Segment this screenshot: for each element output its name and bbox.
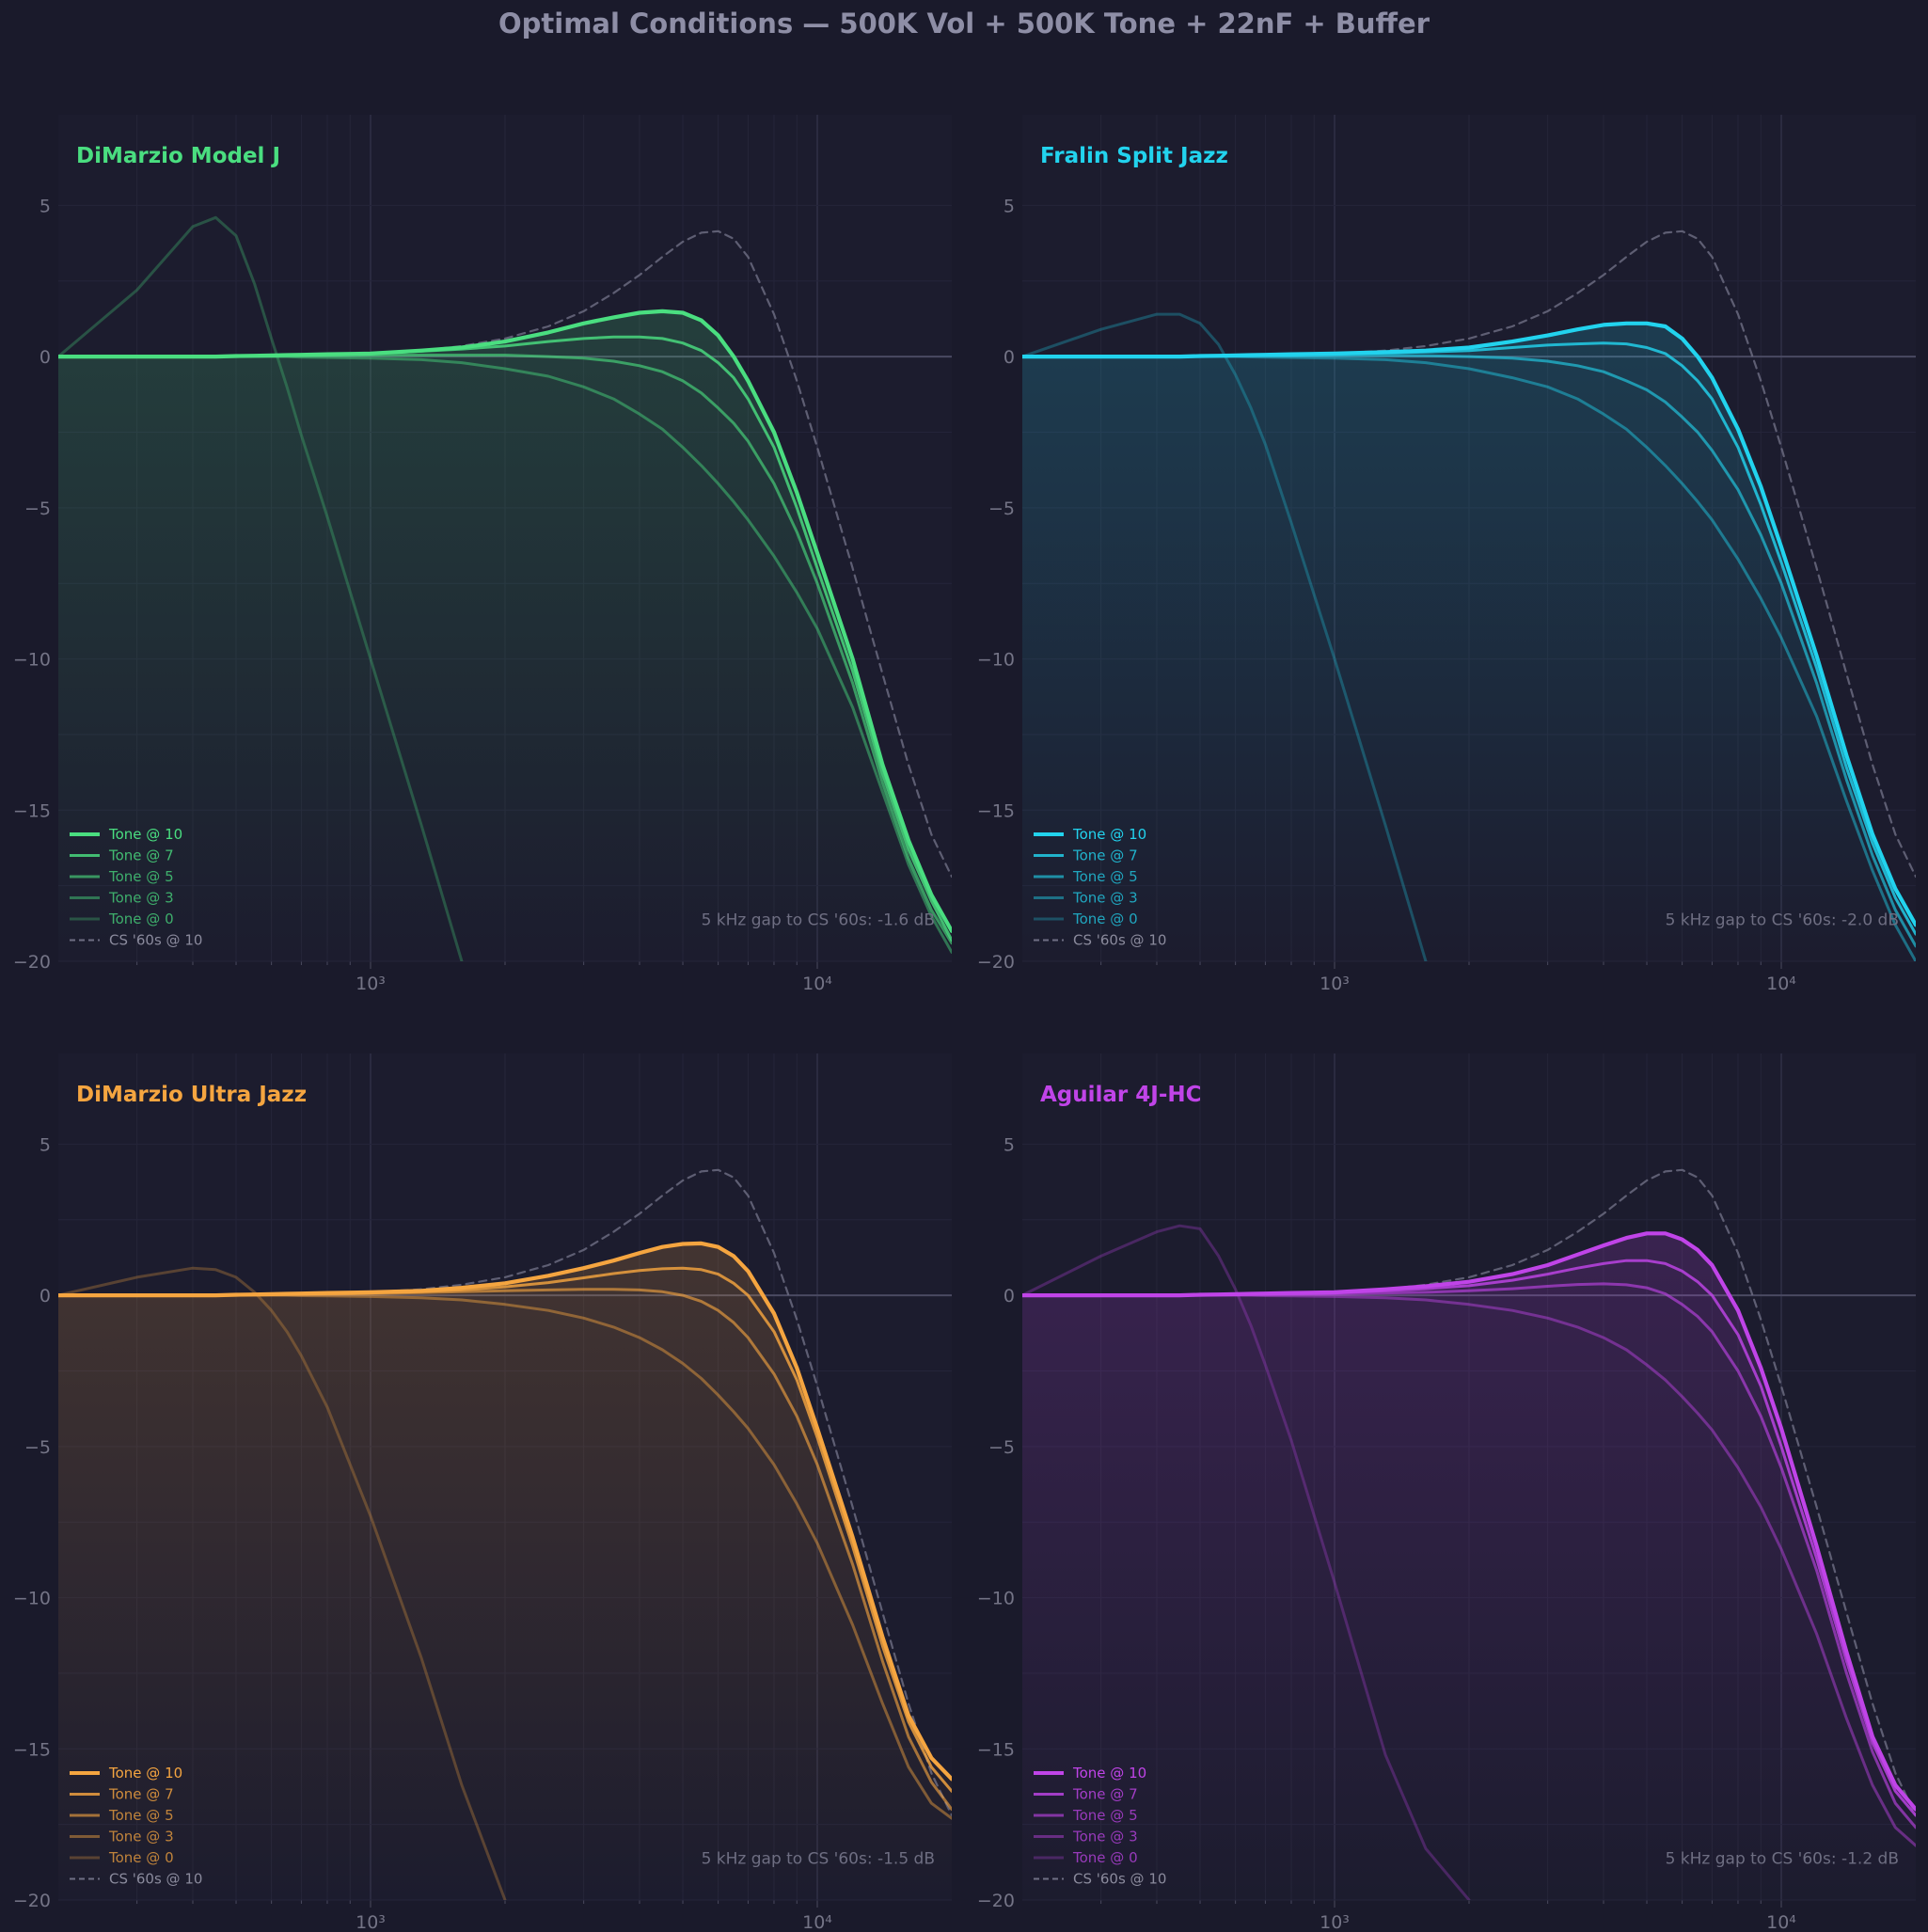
y-tick-label: −15	[13, 800, 51, 821]
series-line-tone-10	[1022, 1231, 1916, 1812]
y-tick-label: −5	[24, 1437, 51, 1458]
legend-label: CS '60s @ 10	[109, 1871, 202, 1888]
y-tick-label: −20	[977, 1891, 1015, 1911]
legend-label: Tone @ 5	[108, 868, 174, 885]
y-tick-label: −10	[13, 1589, 51, 1609]
panel-aguilar-4j-hc: −20 −15 −10 −5 0 5 10³ 10⁴ Aguilar 4J-HC Tone @ 1…	[964, 1033, 1928, 1932]
y-tick-label: −15	[977, 1739, 1015, 1760]
y-tick-label: 0	[1004, 1286, 1015, 1306]
panel-title: Fralin Split Jazz	[1040, 144, 1228, 168]
y-tick-label: −5	[988, 1437, 1015, 1458]
legend-label: Tone @ 3	[108, 890, 174, 907]
chart-svg-4: −20 −15 −10 −5 0 5 10³ 10⁴ Aguilar 4J-HC Tone @ 1…	[977, 1053, 1916, 1932]
x-tick-label: 10³	[356, 974, 386, 994]
gap-annotation: 5 kHz gap to CS '60s: -2.0 dB	[1666, 911, 1899, 929]
panel-dimarzio-model-j: −20 −15 −10 −5 0 5 10³ 10⁴ DiMarzio Model J Tone …	[0, 94, 964, 1006]
y-tick-label: −10	[13, 650, 51, 671]
legend-label: Tone @ 5	[1072, 868, 1138, 885]
y-tick-label: 0	[1004, 347, 1015, 368]
series-line-tone-10	[58, 309, 952, 933]
y-tick-label: 5	[1004, 1134, 1015, 1155]
panel-title: DiMarzio Ultra Jazz	[76, 1083, 307, 1107]
x-tick-label: 10³	[1320, 974, 1350, 994]
chart-svg-2: −20 −15 −10 −5 0 5 10³ 10⁴ Fralin Split Jazz Tone…	[977, 115, 1916, 994]
x-tick-label: 10³	[1320, 1912, 1350, 1932]
x-tick-label: 10⁴	[1766, 1912, 1796, 1932]
series-group	[1022, 1168, 1916, 1900]
y-tick-label: −20	[13, 1891, 51, 1911]
legend-label: CS '60s @ 10	[1073, 932, 1166, 949]
y-tick-label: −5	[988, 499, 1015, 519]
legend-label: Tone @ 7	[108, 1786, 174, 1803]
series-line-tone-0	[1022, 1224, 1471, 1900]
panel-title: DiMarzio Model J	[76, 144, 280, 168]
series-line-tone-0	[58, 215, 464, 961]
series-group	[1022, 230, 1916, 961]
chart-svg-3: −20 −15 −10 −5 0 5 10³ 10⁴ DiMarzio Ultra Jazz To…	[13, 1053, 952, 1932]
y-tick-label: −15	[13, 1739, 51, 1760]
legend-label: CS '60s @ 10	[1073, 1871, 1166, 1888]
response-fill	[1022, 1233, 1916, 1900]
y-tick-label: −10	[977, 1589, 1015, 1609]
x-tick-label: 10⁴	[802, 1912, 832, 1932]
series-line-tone-0	[58, 1266, 507, 1900]
response-fill	[1022, 323, 1916, 961]
legend-label: Tone @ 3	[1072, 1829, 1138, 1845]
panel-dimarzio-ultra-jazz: −20 −15 −10 −5 0 5 10³ 10⁴ DiMarzio Ultra Jazz To…	[0, 1033, 964, 1932]
legend-label: Tone @ 0	[108, 1849, 174, 1866]
response-fill	[58, 310, 952, 961]
x-tick-label: 10⁴	[802, 974, 832, 994]
legend-label: Tone @ 7	[108, 847, 174, 864]
legend-label: Tone @ 5	[1072, 1807, 1138, 1824]
legend-label: Tone @ 10	[1072, 1765, 1146, 1782]
y-tick-label: 0	[40, 347, 51, 368]
y-tick-label: −10	[977, 650, 1015, 671]
series-group	[58, 1168, 952, 1900]
legend-label: Tone @ 10	[108, 1765, 182, 1782]
y-tick-label: 5	[1004, 196, 1015, 216]
gap-annotation: 5 kHz gap to CS '60s: -1.2 dB	[1666, 1849, 1899, 1868]
y-tick-label: 5	[40, 196, 51, 216]
chart-svg-1: −20 −15 −10 −5 0 5 10³ 10⁴ DiMarzio Model J Tone …	[13, 115, 952, 994]
legend-label: Tone @ 5	[108, 1807, 174, 1824]
panel-title: Aguilar 4J-HC	[1040, 1083, 1202, 1107]
y-tick-label: 0	[40, 1286, 51, 1306]
legend-label: Tone @ 7	[1072, 847, 1138, 864]
legend-label: Tone @ 0	[1072, 1849, 1138, 1866]
legend-label: Tone @ 3	[108, 1829, 174, 1845]
y-tick-label: −5	[24, 499, 51, 519]
gap-annotation: 5 kHz gap to CS '60s: -1.5 dB	[702, 1849, 935, 1868]
figure-title: Optimal Conditions — 500K Vol + 500K Ton…	[498, 8, 1430, 40]
x-tick-label: 10³	[356, 1912, 386, 1932]
legend-label: Tone @ 10	[108, 826, 182, 843]
series-group	[58, 215, 952, 961]
y-tick-label: −20	[13, 952, 51, 973]
legend-label: Tone @ 7	[1072, 1786, 1138, 1803]
legend-label: Tone @ 0	[1072, 911, 1138, 927]
x-tick-label: 10⁴	[1766, 974, 1796, 994]
legend-label: Tone @ 3	[1072, 890, 1138, 907]
y-tick-label: 5	[40, 1134, 51, 1155]
legend-label: CS '60s @ 10	[109, 932, 202, 949]
series-line-tone-10	[1022, 321, 1916, 927]
gap-annotation: 5 kHz gap to CS '60s: -1.6 dB	[702, 911, 935, 929]
legend-label: Tone @ 10	[1072, 826, 1146, 843]
series-line-tone-10	[58, 1241, 952, 1782]
panel-fralin-split-jazz: −20 −15 −10 −5 0 5 10³ 10⁴ Fralin Split Jazz Tone…	[964, 94, 1928, 1006]
y-tick-label: −15	[977, 800, 1015, 821]
series-line-tone-0	[1022, 312, 1428, 961]
legend-label: Tone @ 0	[108, 911, 174, 927]
y-tick-label: −20	[977, 952, 1015, 973]
response-fill	[58, 1243, 952, 1900]
